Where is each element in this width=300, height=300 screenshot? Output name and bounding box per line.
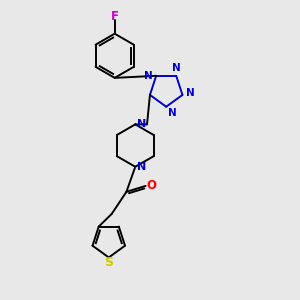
Text: O: O xyxy=(146,179,157,192)
Text: N: N xyxy=(136,162,146,172)
Text: N: N xyxy=(172,64,181,74)
Text: N: N xyxy=(143,71,152,81)
Text: F: F xyxy=(111,10,119,22)
Text: N: N xyxy=(186,88,195,98)
Text: N: N xyxy=(168,108,177,118)
Text: N: N xyxy=(136,119,146,129)
Text: S: S xyxy=(104,256,113,269)
